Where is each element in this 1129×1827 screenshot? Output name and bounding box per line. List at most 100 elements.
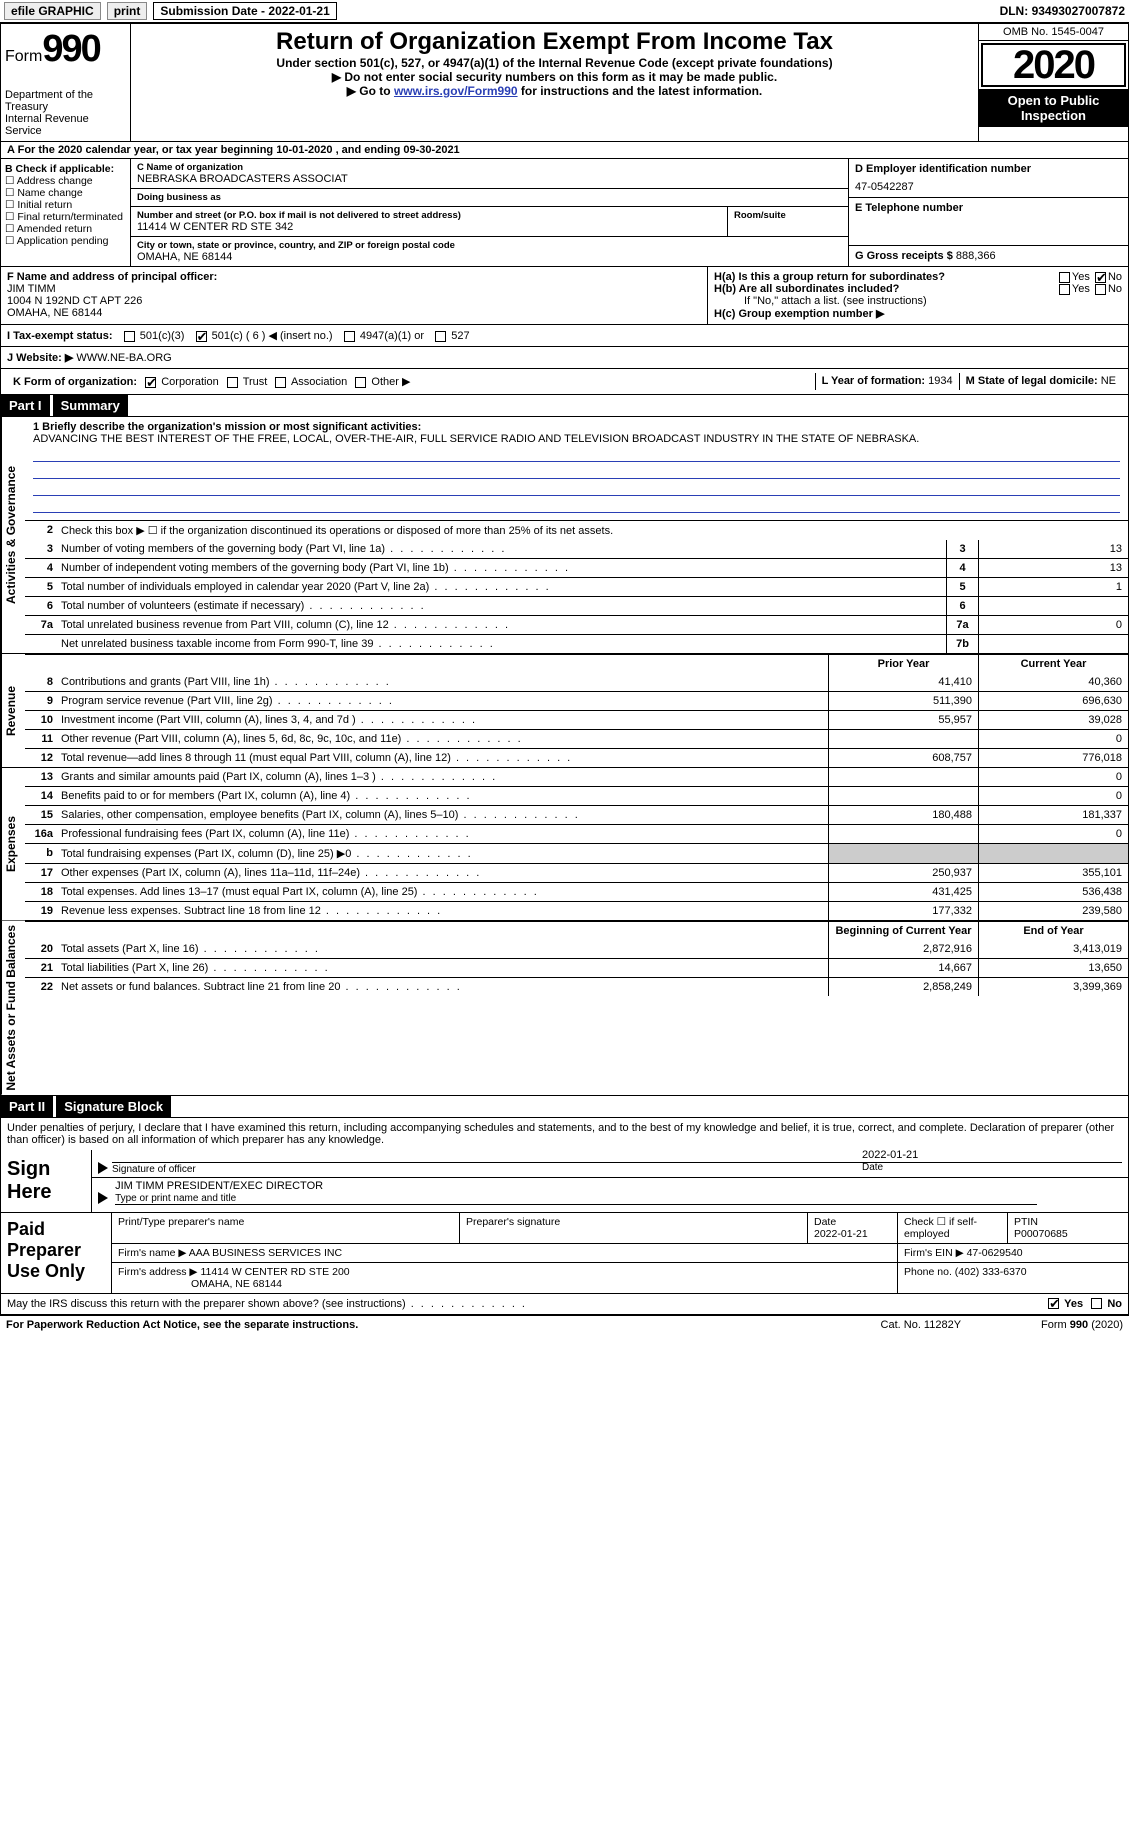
submission-date-value: 2022-01-21 xyxy=(268,4,329,18)
paid-grid: Print/Type preparer's name Preparer's si… xyxy=(111,1213,1128,1293)
hb-no-label: No xyxy=(1108,283,1122,295)
line-desc: Total unrelated business revenue from Pa… xyxy=(57,616,946,634)
part1-tab: Part I xyxy=(1,395,50,416)
line-value xyxy=(978,635,1128,653)
net-assets-body: Beginning of Current Year End of Year 20… xyxy=(25,921,1128,1095)
opt-501c: 501(c) ( 6 ) ◀ (insert no.) xyxy=(212,330,333,342)
chk-other[interactable] xyxy=(355,377,366,388)
irs-form990-link[interactable]: www.irs.gov/Form990 xyxy=(394,84,518,98)
chk-corp[interactable] xyxy=(145,377,156,388)
section-e: E Telephone number xyxy=(849,198,1128,246)
line-desc: Total revenue—add lines 8 through 11 (mu… xyxy=(57,749,828,767)
form-header: Form990 Department of the Treasury Inter… xyxy=(0,23,1129,142)
line-num: 17 xyxy=(25,864,57,882)
line-2: 2 Check this box ▶ ☐ if the organization… xyxy=(25,520,1128,540)
chk-initial-return[interactable]: ☐ Initial return xyxy=(5,199,126,211)
may-no-chk[interactable] xyxy=(1091,1298,1102,1309)
phone-label: E Telephone number xyxy=(855,202,1122,214)
prior-year-value xyxy=(828,844,978,863)
sign-content: Signature of officer 2022-01-21 Date JIM… xyxy=(91,1150,1128,1212)
sig-date-value: 2022-01-21 xyxy=(862,1149,1122,1161)
signature-block: Under penalties of perjury, I declare th… xyxy=(0,1118,1129,1213)
mission-line xyxy=(33,499,1120,513)
line-desc: Total expenses. Add lines 13–17 (must eq… xyxy=(57,883,828,901)
preparer-name-label: Print/Type preparer's name xyxy=(112,1213,460,1243)
row-l-value: 1934 xyxy=(928,375,952,387)
ha-yes-label: Yes xyxy=(1072,271,1090,283)
summary-line: 21Total liabilities (Part X, line 26)14,… xyxy=(25,958,1128,977)
sig-date-label: Date xyxy=(862,1162,883,1173)
room-cell: Room/suite xyxy=(728,207,848,236)
sig-officer-label: Signature of officer xyxy=(112,1164,196,1175)
current-year-value: 696,630 xyxy=(978,692,1128,710)
chk-label: Initial return xyxy=(17,199,72,211)
preparer-date: Date 2022-01-21 xyxy=(808,1213,898,1243)
ptin-label: PTIN xyxy=(1014,1216,1038,1228)
current-year-value: 0 xyxy=(978,768,1128,786)
chk-trust[interactable] xyxy=(227,377,238,388)
firm-name-label: Firm's name ▶ xyxy=(118,1247,189,1259)
line-box: 7a xyxy=(946,616,978,634)
line-box: 7b xyxy=(946,635,978,653)
row-a-tax-year: A For the 2020 calendar year, or tax yea… xyxy=(0,142,1129,159)
row-a-text: For the 2020 calendar year, or tax year … xyxy=(18,144,277,156)
chk-amended-return[interactable]: ☐ Amended return xyxy=(5,223,126,235)
mission-label-text: 1 Briefly describe the organization's mi… xyxy=(33,421,421,433)
print-button[interactable]: print xyxy=(107,2,148,20)
hb-no-chk[interactable] xyxy=(1095,284,1106,295)
line-box: 4 xyxy=(946,559,978,577)
prior-year-value: 41,410 xyxy=(828,673,978,691)
footer-left: For Paperwork Reduction Act Notice, see … xyxy=(6,1319,358,1331)
efile-graphic-button[interactable]: efile GRAPHIC xyxy=(4,2,101,20)
current-year-value: 239,580 xyxy=(978,902,1128,920)
vtab-revenue: Revenue xyxy=(1,654,25,767)
firm-phone-label: Phone no. xyxy=(904,1266,955,1278)
perjury-declaration: Under penalties of perjury, I declare th… xyxy=(1,1118,1128,1150)
line-value xyxy=(978,597,1128,615)
line-num: 12 xyxy=(25,749,57,767)
row-klm: K Form of organization: Corporation Trus… xyxy=(0,369,1129,395)
may-discuss-row: May the IRS discuss this return with the… xyxy=(0,1294,1129,1315)
arrow-icon xyxy=(98,1192,108,1204)
ha-no-chk[interactable] xyxy=(1095,272,1106,283)
ha-yes-chk[interactable] xyxy=(1059,272,1070,283)
prior-year-value: 2,872,916 xyxy=(828,940,978,958)
hb-yes-chk[interactable] xyxy=(1059,284,1070,295)
line-num: 11 xyxy=(25,730,57,748)
chk-4947[interactable] xyxy=(344,331,355,342)
chk-address-change[interactable]: ☐ Address change xyxy=(5,175,126,187)
line-num xyxy=(25,635,57,653)
opt-trust: Trust xyxy=(243,376,268,388)
submission-date-label: Submission Date - xyxy=(160,4,268,18)
summary-line: 15Salaries, other compensation, employee… xyxy=(25,805,1128,824)
chk-assoc[interactable] xyxy=(275,377,286,388)
may-yes-chk[interactable] xyxy=(1048,1298,1059,1309)
form-note-link: ▶ Go to www.irs.gov/Form990 for instruct… xyxy=(137,84,972,98)
prior-year-value: 608,757 xyxy=(828,749,978,767)
line-box: 6 xyxy=(946,597,978,615)
part2-tab: Part II xyxy=(1,1096,53,1117)
form-note-ssn: ▶ Do not enter social security numbers o… xyxy=(137,70,972,84)
self-employed-chk[interactable]: Check ☐ if self-employed xyxy=(898,1213,1008,1243)
current-year-value: 0 xyxy=(978,825,1128,843)
hc-label: H(c) Group exemption number ▶ xyxy=(714,308,884,320)
name-title-label: Type or print name and title xyxy=(115,1193,236,1204)
opt-corp: Corporation xyxy=(161,376,218,388)
prior-year-value: 55,957 xyxy=(828,711,978,729)
firm-phone-value: (402) 333-6370 xyxy=(955,1266,1027,1278)
chk-application-pending[interactable]: ☐ Application pending xyxy=(5,235,126,247)
chk-501c3[interactable] xyxy=(124,331,135,342)
chk-name-change[interactable]: ☐ Name change xyxy=(5,187,126,199)
chk-final-return[interactable]: ☐ Final return/terminated xyxy=(5,211,126,223)
chk-501c[interactable] xyxy=(196,331,207,342)
summary-line: 6Total number of volunteers (estimate if… xyxy=(25,596,1128,615)
submission-date-box: Submission Date - 2022-01-21 xyxy=(153,2,336,20)
tax-year: 2020 xyxy=(981,43,1126,87)
section-h: H(a) Is this a group return for subordin… xyxy=(708,267,1128,324)
open-to-public: Open to Public Inspection xyxy=(979,89,1128,127)
line-desc: Revenue less expenses. Subtract line 18 … xyxy=(57,902,828,920)
part1-title: Summary xyxy=(53,395,128,416)
chk-527[interactable] xyxy=(435,331,446,342)
row-i-tax-exempt: I Tax-exempt status: 501(c)(3) 501(c) ( … xyxy=(0,325,1129,347)
revenue-section: Revenue Prior Year Current Year 8Contrib… xyxy=(0,654,1129,768)
